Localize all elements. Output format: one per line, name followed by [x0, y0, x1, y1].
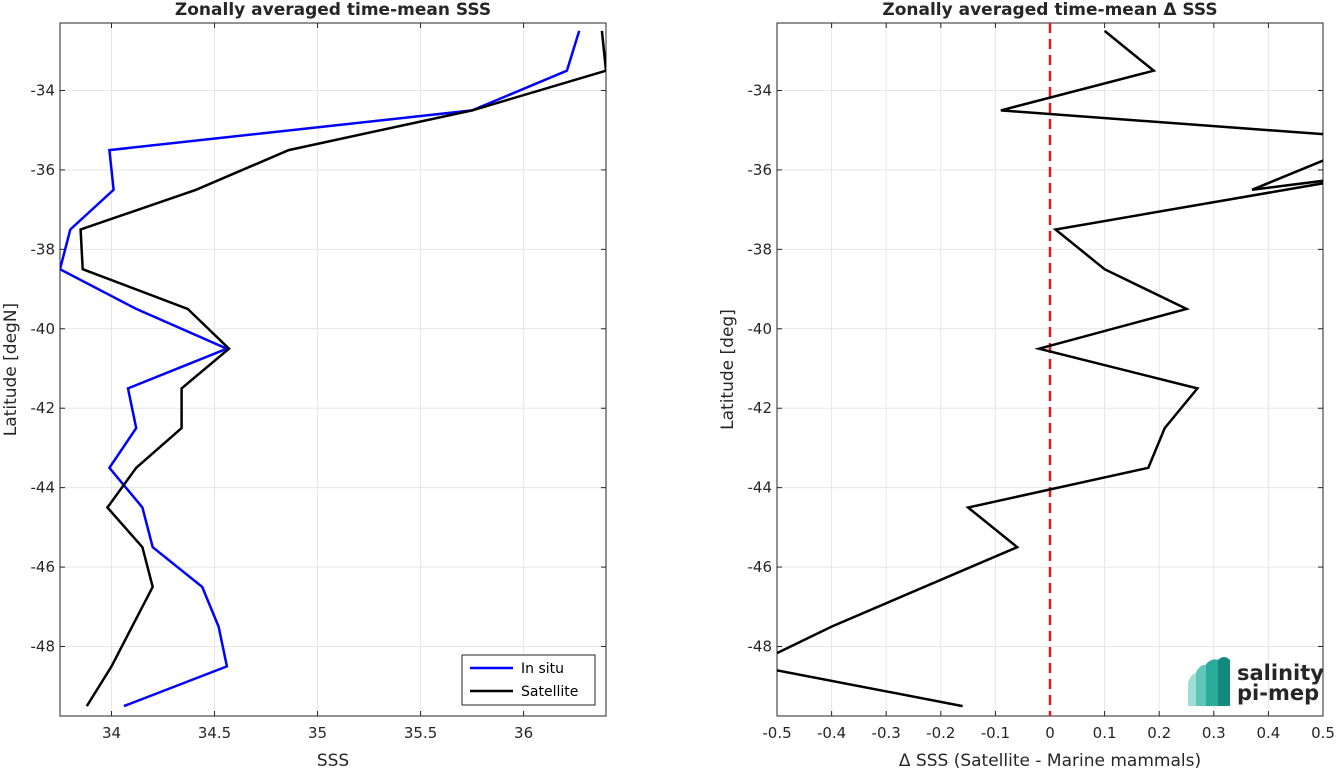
- x-tick-label: -0.2: [926, 724, 955, 742]
- series-line-in-situ: [60, 30, 581, 708]
- x-tick-label: -0.4: [817, 724, 846, 742]
- logo-text-pi-mep: pi-mep: [1237, 681, 1319, 705]
- panel-sss: 34 34.5 35 35.5 36 -48 -46 -44 -42 -40 -38 -36 -34 Z…: [1, 0, 607, 769]
- y-tick-label: -46: [748, 558, 773, 576]
- series-group: [777, 23, 1323, 716]
- ticks: -0.5 -0.4 -0.3 -0.2 -0.1 0 0.1 0.2 0.3 0.4 0.5 -48 -…: [748, 23, 1335, 742]
- y-tick-label: -34: [31, 82, 56, 100]
- y-tick-label: -40: [748, 320, 773, 338]
- series-line-satellite: [79, 30, 606, 707]
- y-tick-label: -36: [31, 161, 56, 179]
- y-tick-label: -40: [31, 320, 56, 338]
- salinity-pi-mep-logo: salinity pi-mep: [1188, 657, 1324, 706]
- x-tick-label: 0: [1045, 724, 1055, 742]
- y-tick-label: -36: [748, 161, 773, 179]
- y-tick-label: -42: [748, 399, 773, 417]
- x-axis-label: Δ SSS (Satellite - Marine mammals): [899, 751, 1201, 769]
- y-tick-label: -46: [31, 558, 56, 576]
- y-tick-label: -44: [748, 479, 773, 497]
- wave-logo-icon: [1188, 657, 1230, 706]
- y-tick-label: -48: [31, 638, 56, 656]
- x-tick-label: -0.1: [981, 724, 1010, 742]
- grid: [60, 23, 606, 716]
- ticks: 34 34.5 35 35.5 36 -48 -46 -44 -42 -40 -38 -36 -34: [31, 23, 606, 742]
- axes-frame: [59, 22, 607, 717]
- y-tick-label: -38: [748, 240, 773, 258]
- chart-title: Zonally averaged time-mean Δ SSS: [882, 0, 1217, 20]
- x-tick-label: 35.5: [404, 724, 437, 742]
- panel-delta-sss: -0.5 -0.4 -0.3 -0.2 -0.1 0 0.1 0.2 0.3 0.4 0.5 -48 -…: [718, 0, 1335, 769]
- legend-box: [461, 654, 596, 706]
- legend: In situ Satellite: [461, 654, 596, 706]
- series-group: [60, 30, 606, 708]
- y-axis-label: Latitude [degN]: [1, 303, 21, 436]
- y-tick-label: -48: [748, 638, 773, 656]
- x-tick-label: 0.2: [1147, 724, 1171, 742]
- legend-label-satellite: Satellite: [521, 684, 578, 700]
- x-tick-label: 0.3: [1202, 724, 1226, 742]
- x-tick-label: 35: [308, 724, 327, 742]
- x-tick-label: 0.5: [1311, 724, 1335, 742]
- x-tick-label: 0.4: [1256, 724, 1280, 742]
- x-tick-label: 36: [514, 724, 533, 742]
- y-tick-label: -44: [31, 479, 56, 497]
- x-axis-label: SSS: [317, 751, 349, 769]
- x-tick-label: 34.5: [198, 724, 231, 742]
- legend-label-in-situ: In situ: [521, 661, 564, 677]
- y-tick-label: -34: [748, 82, 773, 100]
- x-tick-label: 34: [102, 724, 121, 742]
- y-axis-label: Latitude [deg]: [718, 309, 738, 430]
- x-tick-label: -0.5: [762, 724, 791, 742]
- x-tick-label: 0.1: [1093, 724, 1117, 742]
- y-tick-label: -42: [31, 399, 56, 417]
- y-tick-label: -38: [31, 240, 56, 258]
- series-line-delta-sss: [777, 29, 1323, 708]
- chart-title: Zonally averaged time-mean SSS: [175, 0, 491, 20]
- x-tick-label: -0.3: [872, 724, 901, 742]
- logo-text-salinity: salinity: [1237, 661, 1324, 685]
